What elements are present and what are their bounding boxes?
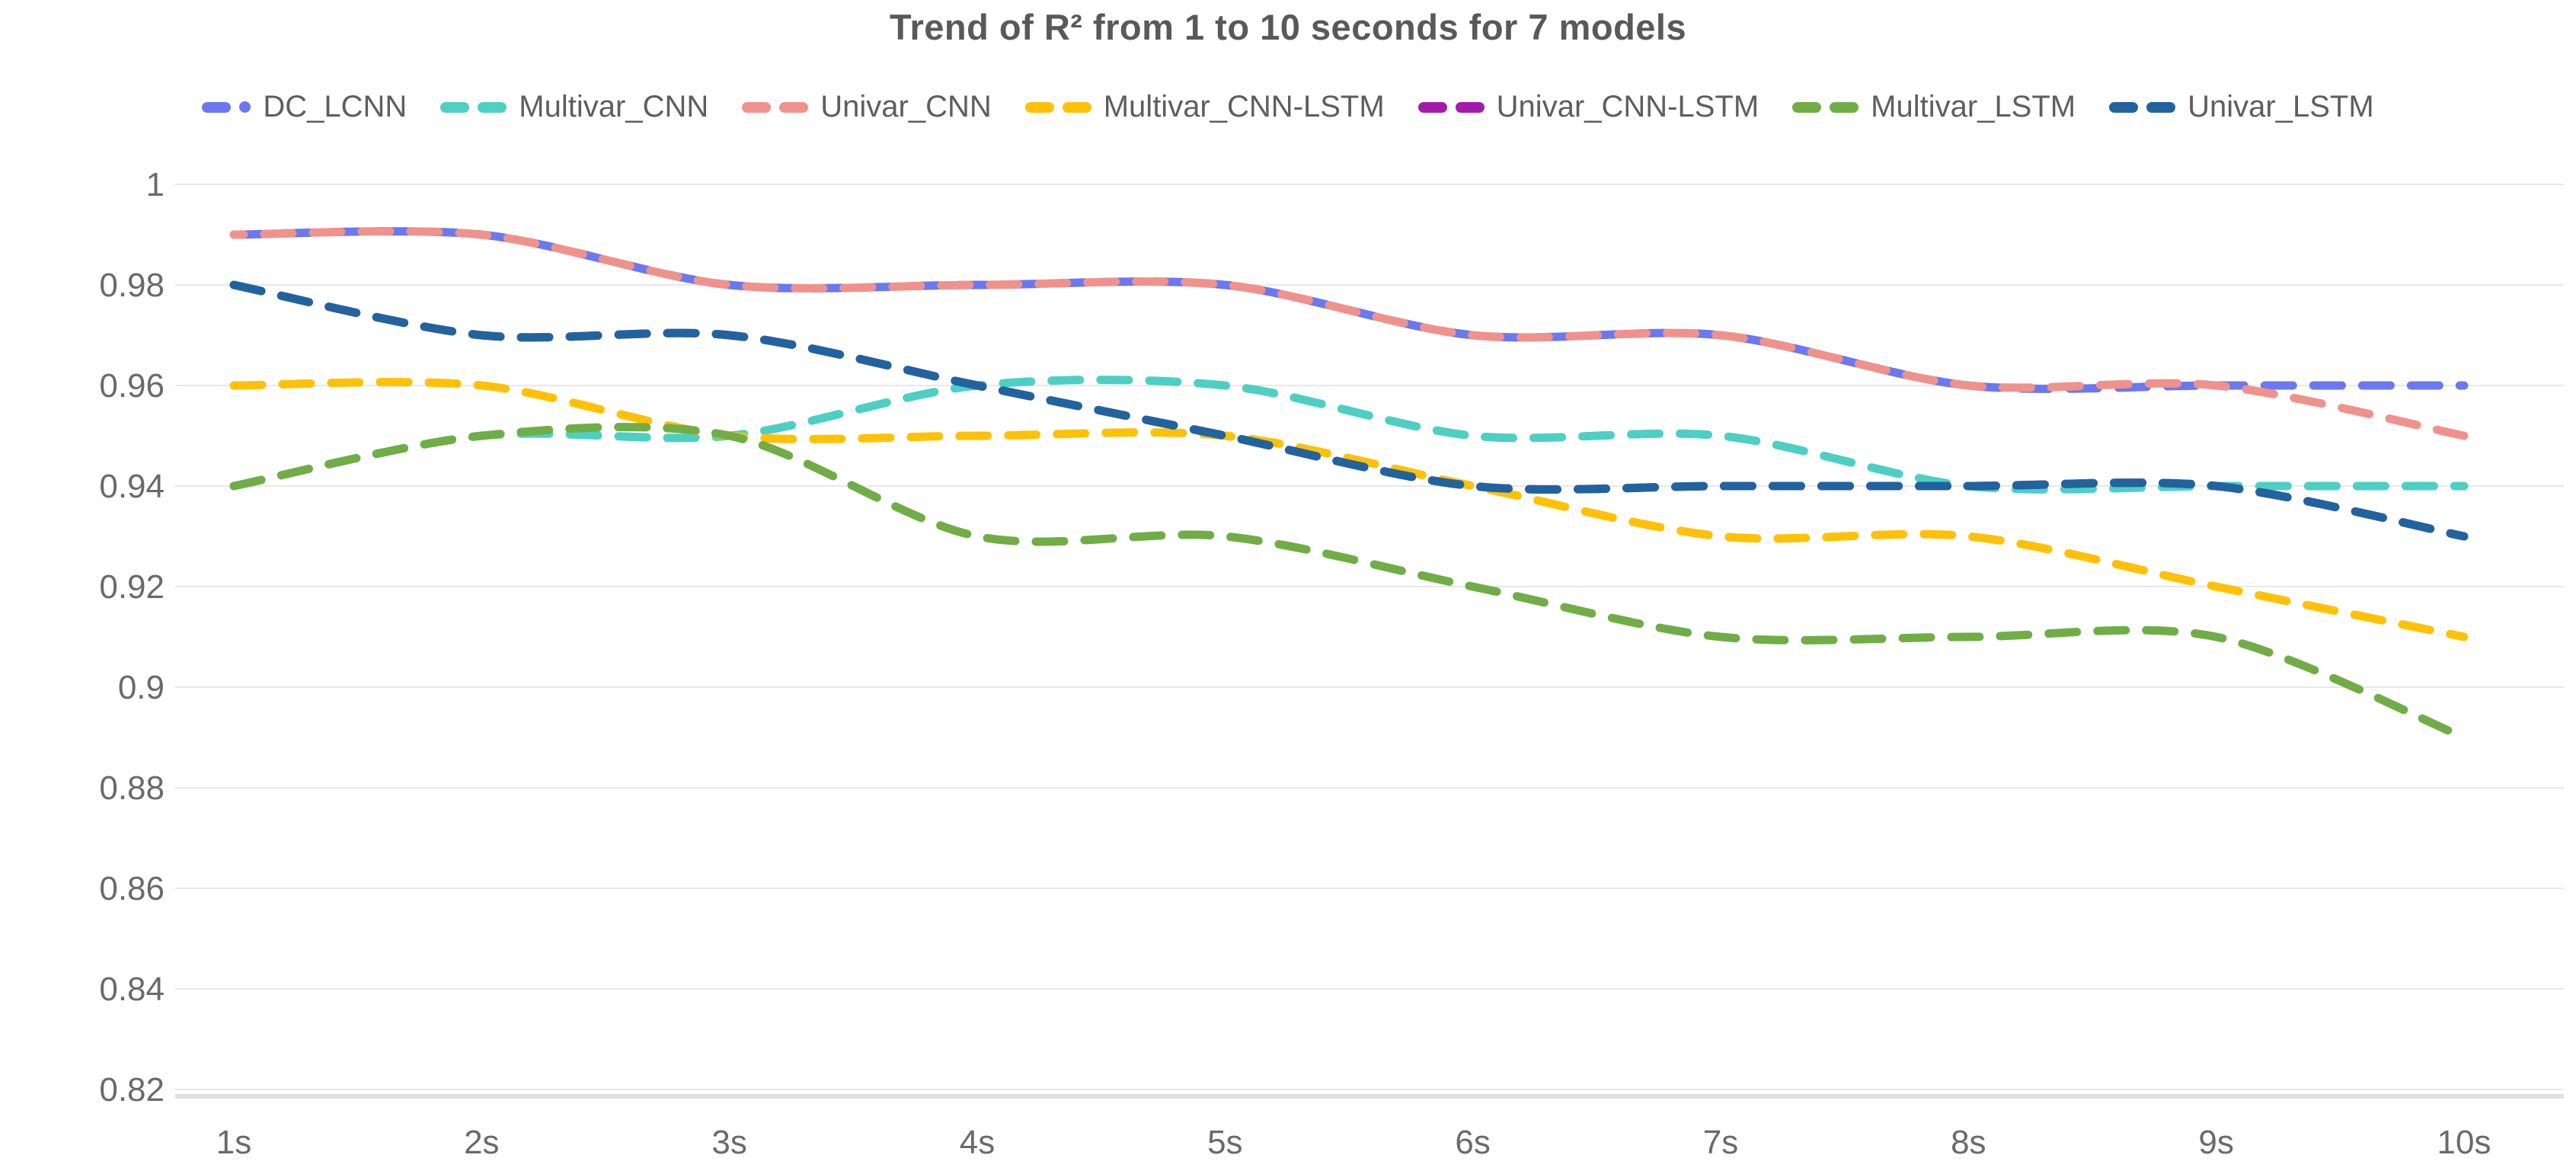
x-tick-label: 7s — [1703, 1124, 1738, 1161]
series-line-Univar_CNN — [229, 227, 2469, 440]
legend-swatch-Multivar_LSTM — [1792, 101, 1859, 113]
legend-item-Univar_LSTM[interactable]: Univar_LSTM — [2109, 90, 2374, 124]
legend-swatch-Multivar_CNN-LSTM — [1024, 101, 1091, 113]
legend-dash-icon — [2146, 101, 2176, 113]
y-tick-label: 0.98 — [99, 267, 165, 304]
x-axis-line — [175, 1094, 2564, 1099]
legend-dash-icon — [1455, 101, 1485, 113]
legend-item-Multivar_CNN-LSTM[interactable]: Multivar_CNN-LSTM — [1024, 90, 1385, 124]
legend-item-DC_LCNN[interactable]: DC_LCNN — [202, 90, 407, 124]
legend-label: Univar_CNN — [820, 90, 992, 123]
legend-label: Univar_LSTM — [2188, 90, 2374, 123]
x-tick-label: 3s — [711, 1124, 746, 1161]
series-line-Multivar_CNN-LSTM — [229, 378, 2469, 641]
y-tick-label: 0.92 — [99, 568, 165, 606]
legend-dash-icon — [478, 101, 507, 113]
legend-swatch-Univar_CNN — [742, 101, 809, 113]
y-tick-label: 0.88 — [99, 769, 165, 807]
legend-swatch-Univar_LSTM — [2109, 101, 2176, 113]
y-tick-label: 0.86 — [99, 870, 165, 907]
y-tick-label: 0.84 — [99, 971, 165, 1008]
legend-item-Multivar_CNN[interactable]: Multivar_CNN — [440, 90, 708, 124]
series-line-Multivar_CNN — [229, 376, 2469, 494]
y-tick-label: 0.96 — [99, 367, 165, 405]
legend-item-Multivar_LSTM[interactable]: Multivar_LSTM — [1792, 90, 2076, 124]
legend-dash-icon — [202, 101, 232, 113]
x-tick-label: 5s — [1207, 1124, 1242, 1161]
legend-label: Multivar_LSTM — [1871, 90, 2076, 123]
series-line-Multivar_LSTM — [229, 423, 2469, 742]
legend-item-Univar_CNN[interactable]: Univar_CNN — [742, 90, 992, 124]
legend-dash-icon — [1830, 101, 1859, 113]
legend-dash-icon — [742, 101, 772, 113]
x-tick-label: 2s — [464, 1124, 499, 1161]
legend-swatch-Multivar_CNN — [440, 101, 507, 113]
x-tick-label: 10s — [2437, 1124, 2491, 1161]
legend-swatch-DC_LCNN — [202, 101, 251, 113]
legend: DC_LCNN Multivar_CNN Univar_CNN Multivar_CN… — [0, 90, 2576, 124]
legend-label: Multivar_CNN — [519, 90, 709, 123]
series-line-Univar_LSTM — [229, 280, 2469, 541]
y-tick-label: 0.94 — [99, 468, 165, 505]
legend-label: Multivar_CNN-LSTM — [1103, 90, 1385, 123]
legend-item-Univar_CNN-LSTM[interactable]: Univar_CNN-LSTM — [1417, 90, 1759, 124]
legend-dash-icon — [1417, 101, 1447, 113]
legend-dash-icon — [1062, 101, 1091, 113]
legend-label: Univar_CNN-LSTM — [1496, 90, 1759, 123]
y-tick-label: 0.82 — [99, 1071, 165, 1108]
y-tick-label: 0.9 — [118, 669, 165, 706]
legend-swatch-Univar_CNN-LSTM — [1417, 101, 1485, 113]
x-tick-label: 8s — [1951, 1124, 1986, 1161]
x-tick-label: 1s — [216, 1124, 251, 1161]
legend-dash-icon — [779, 101, 809, 113]
x-tick-label: 6s — [1455, 1124, 1490, 1161]
x-tick-label: 4s — [960, 1124, 995, 1161]
legend-label: DC_LCNN — [263, 90, 407, 123]
legend-dash-icon — [1024, 101, 1054, 113]
legend-dash-icon — [1792, 101, 1822, 113]
legend-dash-icon — [2109, 101, 2139, 113]
legend-dash-icon — [440, 101, 470, 113]
y-tick-label: 1 — [146, 166, 165, 203]
chart-title: Trend of R² from 1 to 10 seconds for 7 m… — [889, 7, 1687, 47]
legend-dash-icon — [239, 101, 251, 113]
x-tick-label: 9s — [2198, 1124, 2233, 1161]
